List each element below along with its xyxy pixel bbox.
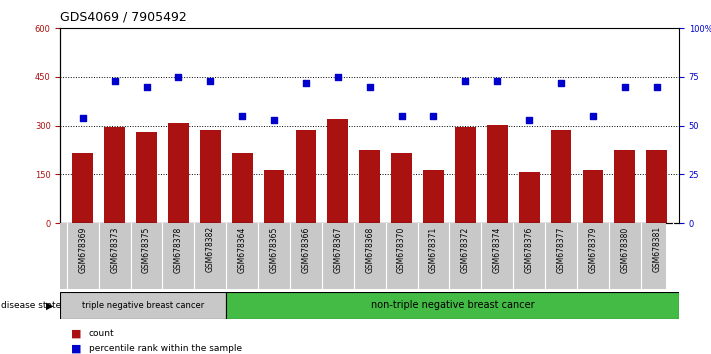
Bar	[264, 170, 284, 223]
Bar	[105, 127, 125, 223]
Text: GSM678380: GSM678380	[620, 226, 629, 273]
Point	[651, 84, 663, 90]
Bar	[73, 153, 93, 223]
Text: triple negative breast cancer: triple negative breast cancer	[82, 301, 205, 310]
Point	[109, 78, 120, 84]
Text: GSM678374: GSM678374	[493, 226, 502, 273]
Point	[619, 84, 631, 90]
Bar	[232, 153, 252, 223]
Text: GDS4069 / 7905492: GDS4069 / 7905492	[60, 11, 187, 24]
Bar	[168, 123, 189, 223]
Text: GSM678376: GSM678376	[525, 226, 534, 273]
Bar	[519, 172, 540, 223]
Bar	[359, 150, 380, 223]
Point	[237, 113, 248, 119]
Point	[141, 84, 152, 90]
Text: count: count	[89, 329, 114, 338]
Text: GSM678365: GSM678365	[269, 226, 279, 273]
Point	[332, 74, 343, 80]
Text: non-triple negative breast cancer: non-triple negative breast cancer	[371, 300, 535, 310]
Text: GSM678381: GSM678381	[652, 226, 661, 273]
Text: GSM678369: GSM678369	[78, 226, 87, 273]
Text: GSM678366: GSM678366	[301, 226, 311, 273]
Text: GSM678378: GSM678378	[174, 226, 183, 273]
Point	[268, 117, 279, 123]
Bar	[455, 127, 476, 223]
Bar	[487, 125, 508, 223]
Text: percentile rank within the sample: percentile rank within the sample	[89, 344, 242, 353]
Bar	[614, 150, 635, 223]
Bar	[296, 130, 316, 223]
Point	[396, 113, 407, 119]
Bar	[423, 170, 444, 223]
Text: GSM678382: GSM678382	[205, 226, 215, 273]
Bar	[582, 170, 603, 223]
Text: disease state: disease state	[1, 301, 61, 310]
Bar	[328, 119, 348, 223]
Point	[587, 113, 599, 119]
Bar	[550, 130, 572, 223]
Text: GSM678372: GSM678372	[461, 226, 470, 273]
Text: ▶: ▶	[46, 300, 53, 310]
Text: GSM678368: GSM678368	[365, 226, 374, 273]
Point	[523, 117, 535, 123]
Bar	[200, 130, 220, 223]
Point	[77, 115, 88, 121]
Bar	[60, 292, 226, 319]
Point	[460, 78, 471, 84]
Point	[364, 84, 375, 90]
Bar	[226, 292, 679, 319]
Text: GSM678375: GSM678375	[142, 226, 151, 273]
Text: ■: ■	[71, 344, 82, 354]
Bar	[391, 153, 412, 223]
Text: GSM678367: GSM678367	[333, 226, 342, 273]
Bar	[137, 132, 157, 223]
Point	[205, 78, 216, 84]
Text: GSM678377: GSM678377	[557, 226, 565, 273]
Bar	[646, 150, 667, 223]
Text: GSM678364: GSM678364	[237, 226, 247, 273]
Text: GSM678370: GSM678370	[397, 226, 406, 273]
Text: ■: ■	[71, 329, 82, 338]
Text: GSM678371: GSM678371	[429, 226, 438, 273]
Point	[300, 80, 311, 86]
Text: GSM678373: GSM678373	[110, 226, 119, 273]
Point	[555, 80, 567, 86]
Point	[491, 78, 503, 84]
Point	[173, 74, 184, 80]
Text: GSM678379: GSM678379	[589, 226, 597, 273]
Point	[428, 113, 439, 119]
